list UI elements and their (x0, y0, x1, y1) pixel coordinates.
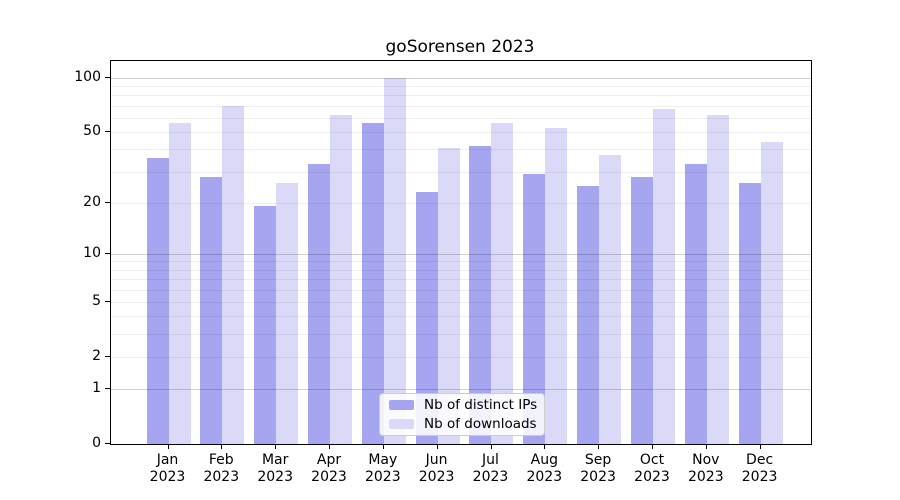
x-tick-mark-jun (436, 444, 438, 449)
x-tick-label-feb: Feb 2023 (203, 452, 240, 485)
legend-label-distinct-ips: Nb of distinct IPs (424, 397, 538, 413)
x-tick-label-may: May 2023 (364, 452, 401, 485)
bar-downloads-aug (545, 127, 568, 444)
bar-ips-jan (146, 157, 169, 444)
y-tick-label-2: 2 (92, 347, 101, 364)
bar-ips-aug (523, 174, 546, 444)
legend-swatch-distinct-ips (389, 400, 414, 410)
x-tick-label-jun: Jun 2023 (418, 452, 455, 485)
bar-ips-jun (415, 191, 438, 444)
x-tick-mark-may (382, 444, 384, 449)
x-tick-label-jul: Jul 2023 (472, 452, 509, 485)
legend: Nb of distinct IPs Nb of downloads (379, 393, 545, 436)
legend-label-downloads: Nb of downloads (424, 416, 537, 432)
bar-ips-apr (307, 164, 330, 444)
x-tick-label-apr: Apr 2023 (311, 452, 347, 485)
bar-downloads-apr (329, 115, 352, 444)
bar-ips-dec (738, 182, 761, 444)
bar-ips-feb (200, 176, 223, 444)
x-tick-mark-aug (544, 444, 546, 449)
y-tick-mark-0 (105, 443, 110, 444)
x-tick-label-dec: Dec 2023 (741, 452, 778, 485)
y-tick-mark-5 (105, 300, 110, 302)
y-tick-label-0: 0 (92, 435, 101, 451)
y-tick-label-20: 20 (83, 193, 101, 210)
bar-downloads-jun (437, 147, 460, 444)
x-tick-mark-apr (329, 444, 330, 449)
bar-ips-sep (577, 185, 600, 444)
bar-ips-nov (684, 164, 707, 444)
y-tick-label-1: 1 (92, 380, 101, 396)
bar-ips-jul (469, 145, 492, 444)
x-tick-label-sep: Sep 2023 (580, 452, 616, 485)
x-tick-mark-mar (275, 444, 277, 449)
bar-downloads-mar (276, 182, 299, 444)
chart-title: goSorensen 2023 (385, 37, 535, 57)
y-tick-label-5: 5 (92, 292, 101, 309)
x-tick-mark-feb (221, 444, 223, 449)
bar-ips-mar (254, 206, 277, 444)
y-tick-mark-100 (105, 76, 110, 78)
bar-ips-oct (630, 176, 653, 444)
bar-downloads-nov (706, 115, 729, 444)
x-tick-label-jan: Jan 2023 (149, 452, 186, 485)
bar-downloads-jan (168, 123, 191, 444)
x-tick-mark-oct (652, 444, 653, 449)
y-tick-mark-2 (105, 355, 110, 357)
bars-layer (111, 61, 811, 444)
legend-item-downloads: Nb of downloads (389, 416, 537, 432)
x-tick-mark-jul (490, 444, 492, 449)
x-tick-mark-sep (598, 444, 600, 449)
legend-swatch-downloads (389, 419, 414, 429)
bar-ips-may (361, 123, 384, 444)
y-tick-mark-50 (105, 131, 110, 133)
bar-downloads-dec (760, 142, 783, 444)
bar-downloads-may (383, 77, 406, 444)
x-tick-mark-dec (759, 444, 761, 449)
bar-downloads-sep (599, 155, 622, 444)
y-tick-mark-1 (105, 388, 110, 389)
x-tick-mark-jan (167, 444, 169, 449)
x-tick-label-oct: Oct 2023 (634, 452, 670, 485)
legend-item-distinct-ips: Nb of distinct IPs (389, 397, 538, 413)
y-tick-mark-20 (105, 201, 110, 203)
x-tick-mark-nov (705, 444, 707, 449)
x-tick-label-nov: Nov 2023 (687, 452, 724, 485)
bar-downloads-oct (652, 109, 675, 444)
x-tick-label-mar: Mar 2023 (257, 452, 293, 485)
bar-downloads-feb (222, 105, 245, 444)
y-tick-label-100: 100 (74, 68, 101, 85)
plot-area: Nb of distinct IPs Nb of downloads (110, 60, 812, 445)
y-tick-mark-10 (105, 252, 110, 254)
bar-downloads-jul (491, 123, 514, 444)
x-tick-label-aug: Aug 2023 (526, 452, 563, 485)
y-tick-label-10: 10 (83, 244, 101, 261)
y-tick-label-50: 50 (83, 123, 101, 140)
